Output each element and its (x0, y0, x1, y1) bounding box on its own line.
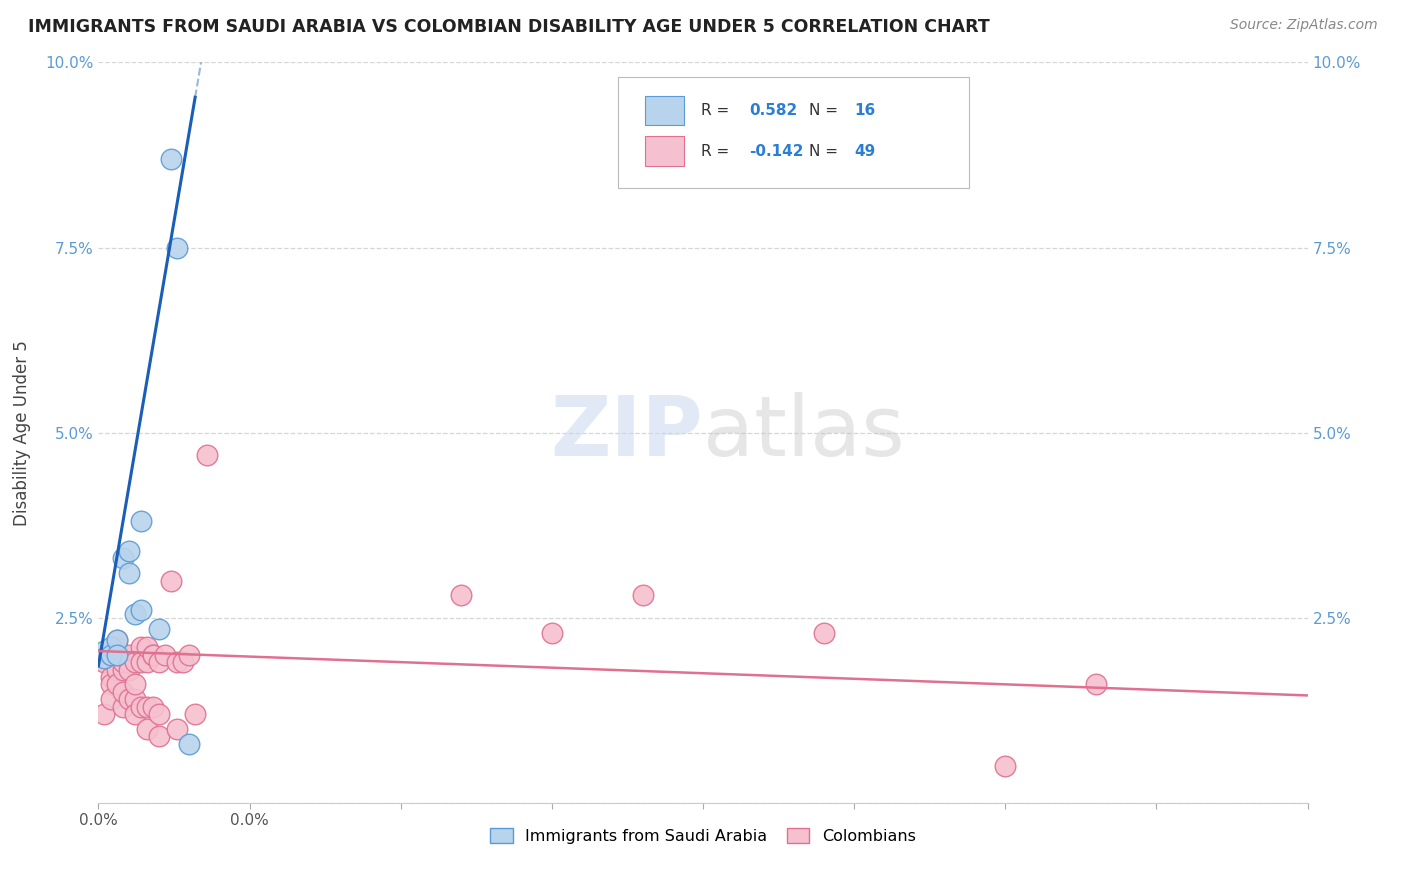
Point (166, 240, 188, 255)
Text: -0.142: -0.142 (749, 144, 803, 159)
Point (111, 685, 134, 699)
Point (135, 640, 157, 655)
Point (105, 632, 128, 647)
Point (105, 632, 128, 647)
Point (100, 692, 122, 706)
Point (118, 663, 141, 677)
Text: R =: R = (700, 103, 734, 118)
Point (124, 692, 146, 706)
Point (135, 722, 157, 736)
Text: atlas: atlas (703, 392, 904, 473)
Point (142, 699, 165, 714)
Point (142, 648, 165, 662)
Text: 49: 49 (855, 144, 876, 159)
Point (129, 640, 152, 655)
Point (142, 648, 165, 662)
Point (184, 706, 207, 721)
Point (124, 607, 146, 621)
Point (129, 655, 152, 669)
Point (148, 622, 170, 636)
Point (111, 551, 134, 566)
Point (160, 152, 183, 166)
Point (100, 648, 122, 662)
Point (100, 670, 122, 684)
FancyBboxPatch shape (619, 78, 969, 188)
Point (100, 640, 122, 655)
Point (111, 663, 134, 677)
Point (179, 648, 201, 662)
Point (118, 566, 141, 581)
Text: 0.582: 0.582 (749, 103, 797, 118)
Point (124, 706, 146, 721)
Point (111, 699, 134, 714)
Point (148, 729, 170, 743)
Point (160, 574, 183, 588)
Point (100, 677, 122, 691)
Point (111, 655, 134, 669)
Point (118, 648, 141, 662)
Text: 16: 16 (855, 103, 876, 118)
FancyBboxPatch shape (645, 95, 683, 126)
Point (105, 640, 128, 655)
Point (124, 677, 146, 691)
Point (105, 663, 128, 677)
Text: IMMIGRANTS FROM SAUDI ARABIA VS COLOMBIAN DISABILITY AGE UNDER 5 CORRELATION CHA: IMMIGRANTS FROM SAUDI ARABIA VS COLOMBIA… (28, 18, 990, 36)
Point (93, 651, 115, 665)
Point (179, 737, 201, 751)
Point (153, 648, 176, 662)
Point (450, 589, 472, 603)
FancyBboxPatch shape (645, 136, 683, 166)
Text: R =: R = (700, 144, 734, 159)
Y-axis label: Disability Age Under 5: Disability Age Under 5 (13, 340, 31, 525)
Point (166, 655, 188, 669)
Point (129, 699, 152, 714)
Point (129, 603, 152, 617)
Point (118, 655, 141, 669)
Point (93, 655, 115, 669)
Point (129, 515, 152, 529)
Point (93, 706, 115, 721)
Text: ZIP: ZIP (551, 392, 703, 473)
Point (118, 544, 141, 558)
Point (124, 655, 146, 669)
Text: N =: N = (810, 103, 844, 118)
Point (93, 644, 115, 658)
Point (172, 655, 194, 669)
Point (100, 648, 122, 662)
Point (1085, 677, 1108, 691)
Point (105, 677, 128, 691)
Point (105, 648, 128, 662)
Point (994, 758, 1017, 772)
Legend: Immigrants from Saudi Arabia, Colombians: Immigrants from Saudi Arabia, Colombians (484, 822, 922, 850)
Point (813, 625, 835, 640)
Point (135, 655, 157, 669)
Point (166, 722, 188, 736)
Point (135, 699, 157, 714)
Point (631, 589, 654, 603)
Point (195, 448, 218, 462)
Text: N =: N = (810, 144, 844, 159)
Text: Source: ZipAtlas.com: Source: ZipAtlas.com (1230, 18, 1378, 32)
Point (118, 692, 141, 706)
Point (148, 655, 170, 669)
Point (540, 625, 562, 640)
Point (148, 706, 170, 721)
